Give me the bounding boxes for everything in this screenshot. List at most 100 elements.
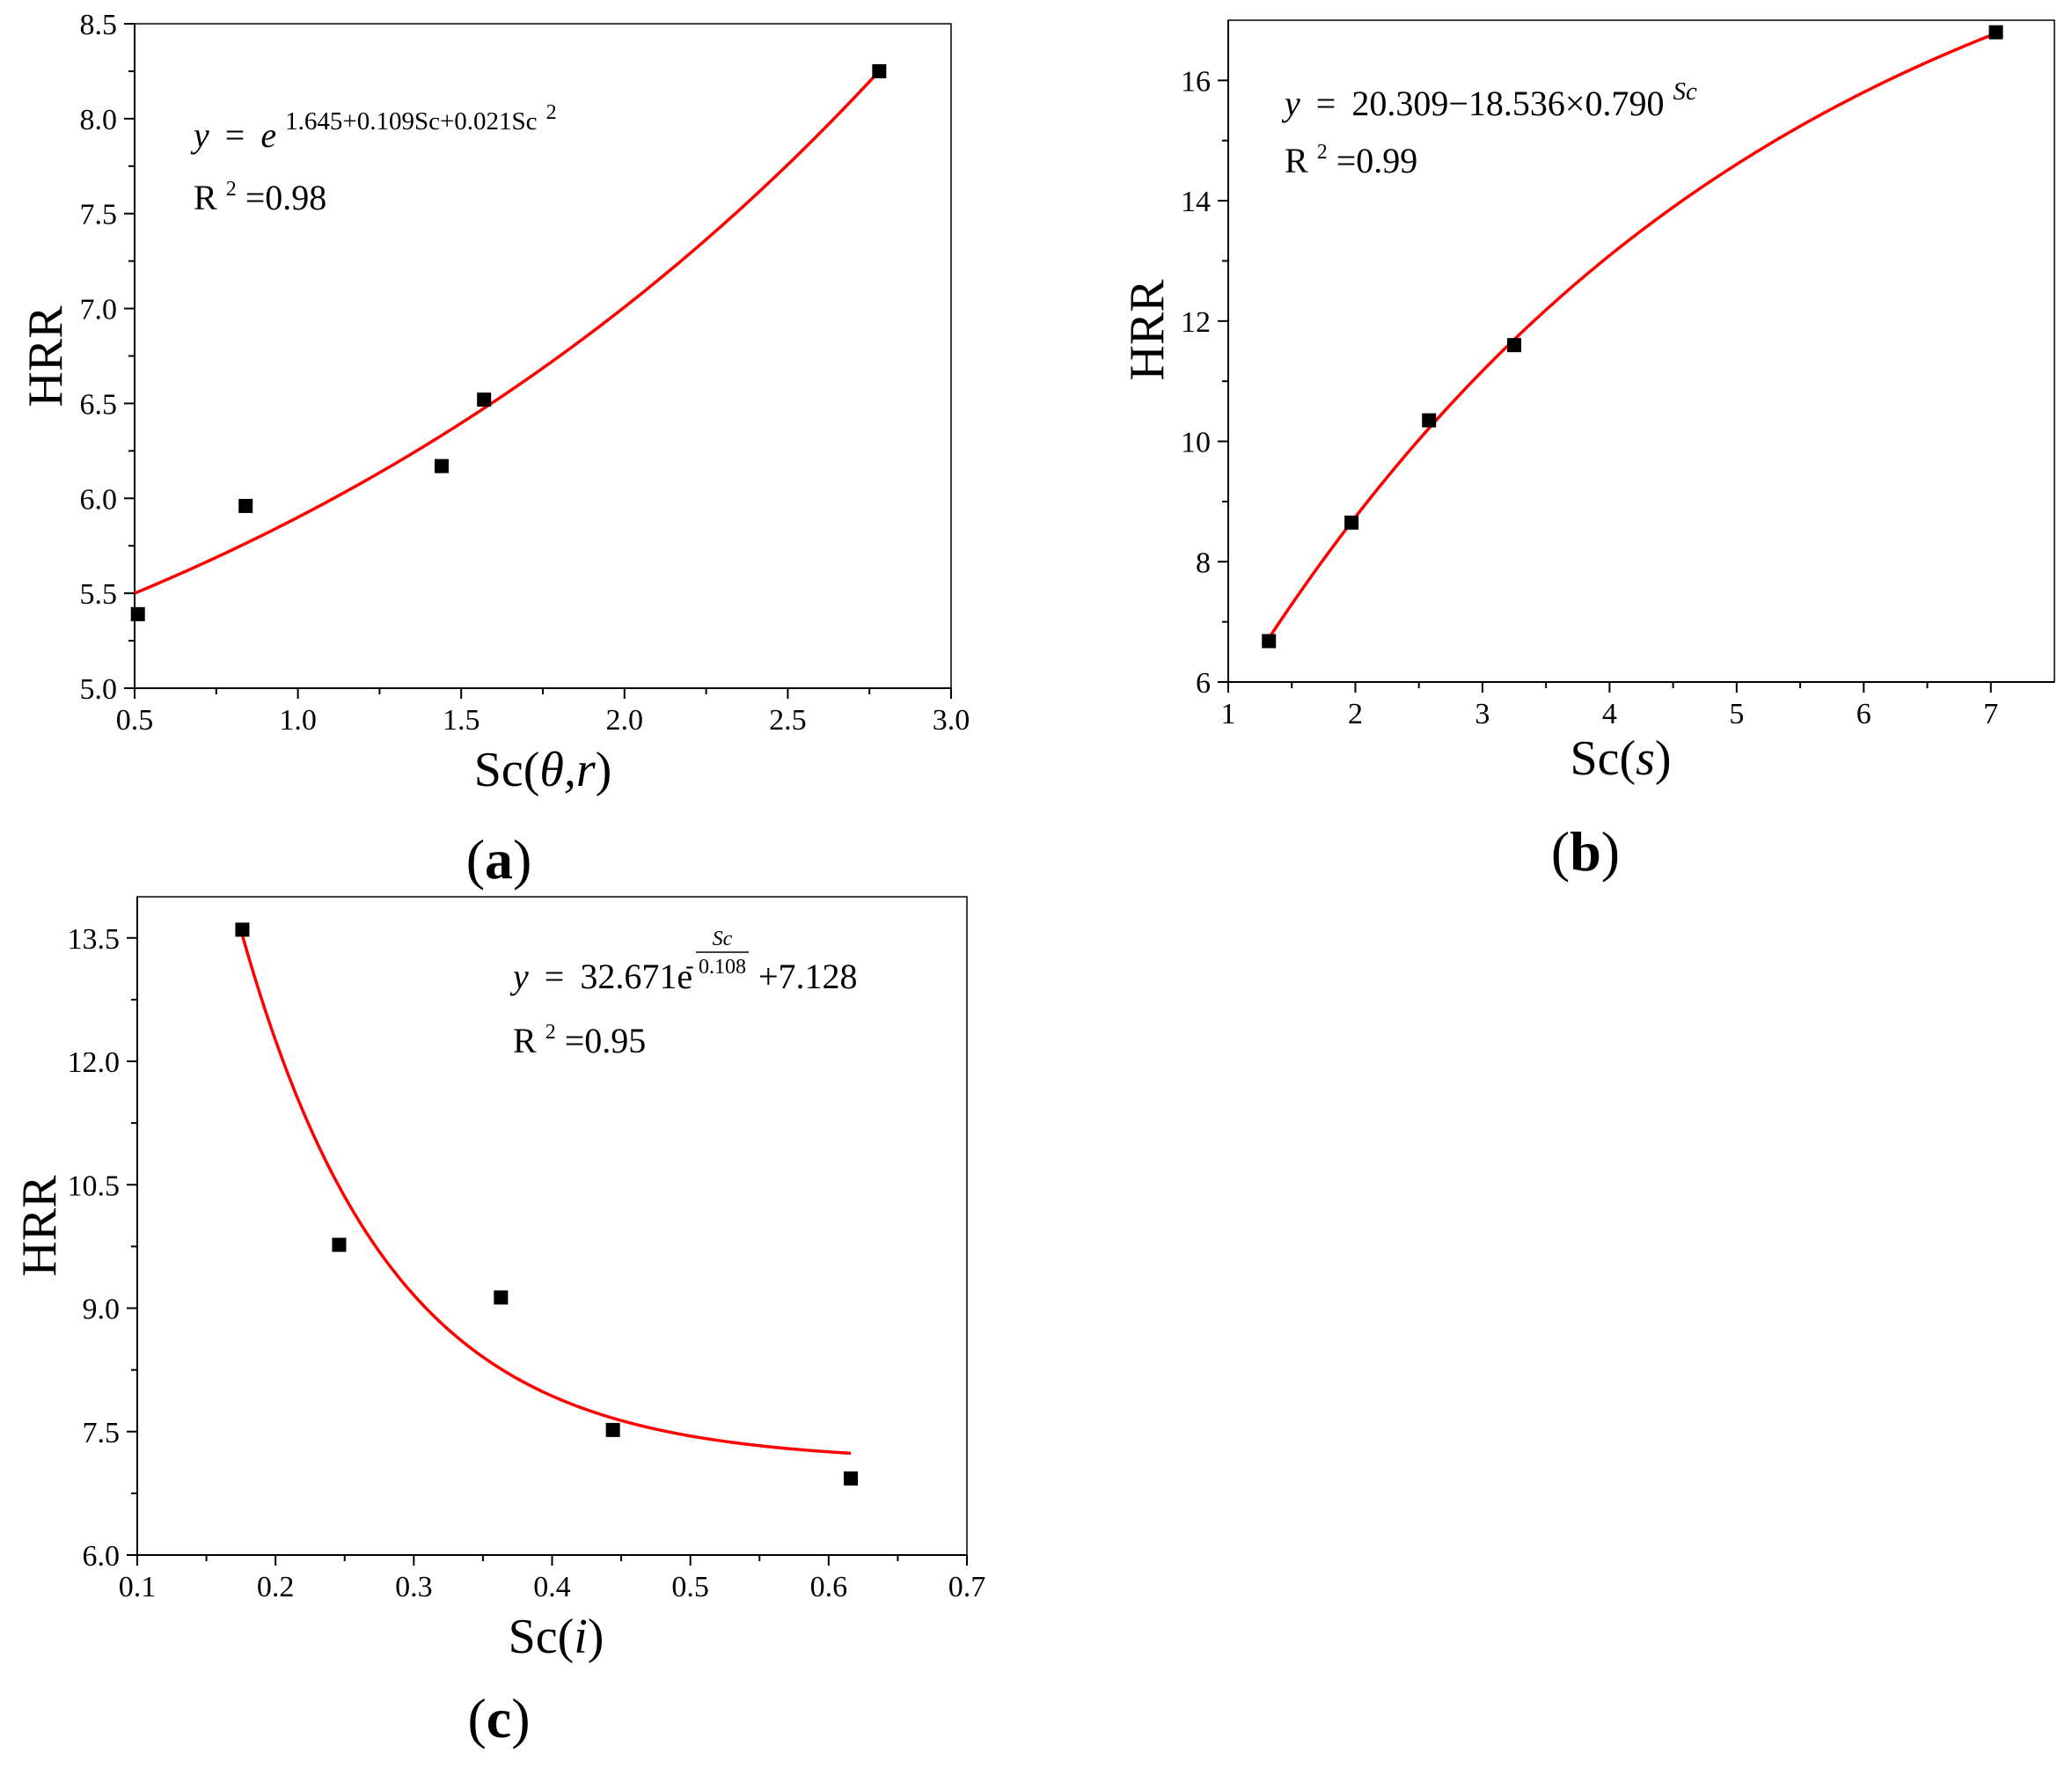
y-tick-label-a: 8.5	[80, 9, 118, 41]
equation-c: y = 32.671e	[509, 957, 692, 996]
x-tick-label-b: 2	[1348, 698, 1363, 730]
y-tick-label-c: 12.0	[68, 1046, 121, 1079]
x-tick-label-b: 6	[1856, 698, 1871, 730]
r2-a-value: =0.98	[245, 178, 327, 217]
panel-label-b-letter: b	[1570, 820, 1601, 883]
ylabel-c: HRR	[12, 1175, 67, 1277]
equation-c-exp-minus: -	[685, 951, 694, 979]
data-point-b	[1262, 634, 1277, 649]
y-tick-label-b: 14	[1181, 186, 1211, 218]
data-point-b	[1422, 413, 1437, 428]
xlabel-c-suffix: )	[588, 1610, 604, 1664]
ticks-c: 0.1 0.2 0.3 0.4 0.5 0.6 0.7 6.0 7.5 9.0 10.5 12.0 13…	[68, 923, 986, 1603]
equation-a: y = e 1.645+0.109Sc+0.021Sc 2	[190, 98, 557, 155]
xlabel-b: Sc(s)	[1570, 731, 1671, 786]
equation-a-eq: =	[225, 115, 245, 155]
data-point-c	[332, 1237, 347, 1252]
equation-c-y: y	[509, 957, 529, 996]
data-point-b	[1988, 25, 2003, 40]
x-tick-label-c: 0.7	[948, 1571, 986, 1603]
equation-a-y: y	[190, 115, 209, 155]
x-tick-label-c: 0.1	[119, 1571, 157, 1603]
y-tick-label-a: 7.5	[80, 199, 118, 231]
xlabel-b-var: s	[1636, 731, 1655, 786]
panel-label-a-letter: a	[485, 828, 513, 891]
r2-a: R 2 =0.98	[194, 164, 326, 217]
data-point-a	[434, 459, 449, 473]
equation-a-e: e	[260, 115, 276, 155]
y-tick-label-c: 13.5	[68, 923, 121, 956]
y-tick-label-c: 9.0	[83, 1294, 121, 1326]
data-point-c	[605, 1422, 620, 1437]
y-tick-label-a: 7.0	[80, 294, 118, 326]
y-tick-label-b: 10	[1181, 427, 1211, 459]
panel-label-c-letter: c	[487, 1687, 511, 1750]
xlabel-c: Sc(i)	[509, 1610, 604, 1664]
x-tick-label-a: 3.0	[933, 704, 970, 737]
data-point-c	[494, 1290, 509, 1305]
x-tick-label-b: 4	[1602, 698, 1617, 730]
xlabel-a-prefix: Sc(	[474, 743, 540, 797]
equation-b-y: y	[1281, 84, 1300, 123]
x-tick-label-b: 5	[1729, 698, 1744, 730]
equation-b-eq: =	[1316, 84, 1336, 123]
y-tick-label-a: 6.5	[80, 388, 118, 421]
ylabel-b: HRR	[1120, 279, 1175, 381]
r2-b-value: =0.99	[1336, 141, 1418, 180]
x-tick-label-c: 0.2	[257, 1571, 295, 1603]
y-tick-label-a: 8.0	[80, 104, 118, 136]
x-tick-label-c: 0.4	[533, 1571, 571, 1603]
equation-a-exponent-power: 2	[546, 101, 557, 124]
points-a	[130, 63, 887, 621]
x-tick-label-a: 1.0	[279, 704, 317, 737]
data-point-a	[477, 392, 492, 407]
panel-label-b: (b)	[1551, 820, 1620, 883]
ticks-a: 0.5 1.0 1.5 2.0 2.5 3.0 5.0 5.5 6.0 6.5 7.0 7.5 8.0 8…	[80, 9, 970, 737]
equation-c-coef: 32.671e	[580, 957, 692, 996]
equation-c-eq: =	[545, 957, 565, 996]
r2-b-r: R	[1285, 141, 1308, 180]
data-point-a	[238, 498, 253, 513]
y-tick-label-a: 5.5	[80, 578, 118, 611]
equation-b-body: 20.309−18.536×0.790	[1351, 84, 1664, 123]
r2-c-r: R	[513, 1021, 537, 1060]
x-tick-label-a: 1.5	[443, 704, 480, 737]
x-tick-label-c: 0.5	[671, 1571, 709, 1603]
x-tick-label-a: 2.5	[769, 704, 807, 737]
x-tick-label-b: 3	[1475, 698, 1490, 730]
r2-b-sup: 2	[1317, 141, 1328, 164]
y-tick-label-a: 6.0	[80, 483, 118, 516]
y-tick-label-b: 12	[1181, 306, 1211, 339]
x-tick-label-c: 0.6	[810, 1571, 848, 1603]
fit-curve-a	[134, 70, 881, 595]
r2-a-r: R	[194, 178, 217, 217]
x-tick-label-c: 0.3	[395, 1571, 433, 1603]
panel-label-a: (a)	[466, 828, 532, 891]
xlabel-a-var: θ,r	[539, 743, 596, 797]
x-tick-label-b: 1	[1221, 698, 1236, 730]
y-tick-label-b: 8	[1196, 547, 1211, 579]
xlabel-c-prefix: Sc(	[509, 1610, 575, 1664]
y-tick-label-b: 16	[1181, 65, 1211, 98]
data-point-a	[130, 606, 145, 621]
data-point-b	[1344, 515, 1359, 530]
r2-b: R 2 =0.99	[1285, 127, 1417, 180]
x-tick-label-a: 0.5	[116, 704, 154, 737]
ylabel-a: HRR	[18, 305, 73, 407]
r2-a-sup: 2	[226, 178, 237, 201]
xlabel-a: Sc(θ,r)	[474, 743, 612, 797]
panel-label-c: (c)	[467, 1687, 530, 1750]
y-tick-label-c: 6.0	[83, 1540, 121, 1573]
xlabel-c-var: i	[574, 1610, 588, 1664]
xlabel-b-suffix: )	[1655, 731, 1672, 786]
points-b	[1262, 25, 2003, 649]
x-tick-label-b: 7	[1983, 698, 1998, 730]
r2-c-value: =0.95	[565, 1021, 647, 1060]
y-tick-label-c: 10.5	[68, 1170, 121, 1202]
y-tick-label-c: 7.5	[83, 1417, 121, 1449]
points-c	[235, 922, 858, 1486]
fit-curve-c	[240, 935, 852, 1456]
